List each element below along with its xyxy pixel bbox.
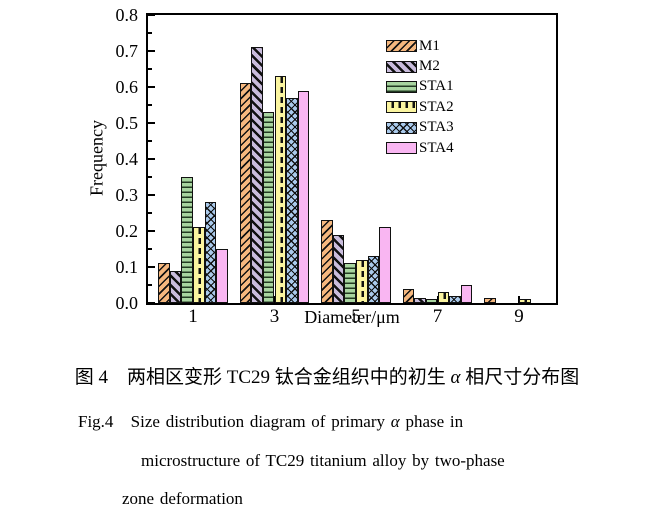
legend-entry-M2: M2	[386, 56, 454, 76]
x-axis-tick-label: 7	[432, 306, 443, 327]
y-axis-minor-tick	[148, 68, 152, 70]
y-axis-tick-label: 0.6	[115, 77, 139, 97]
caption-zh-pre: 图 4 两相区变形 TC29 钛合金组织中的初生	[74, 367, 451, 388]
y-axis-major-tick	[148, 50, 155, 52]
bar-M1-7	[402, 288, 415, 303]
legend-entry-STA3: STA3	[386, 118, 454, 138]
legend-label-STA4: STA4	[419, 139, 454, 156]
bar-STA3-1	[204, 202, 217, 303]
legend-swatch-STA4	[386, 142, 417, 155]
bar-M2-5	[332, 234, 345, 303]
caption-chinese: 图 4 两相区变形 TC29 钛合金组织中的初生 α 相尺寸分布图	[0, 362, 654, 389]
bar-M1-5	[321, 220, 333, 303]
y-axis-tick-label: 0.1	[115, 257, 139, 277]
y-axis-minor-tick	[148, 32, 152, 34]
bar-M1-3	[239, 83, 252, 303]
legend-label-STA3: STA3	[419, 119, 454, 136]
bar-STA1-1	[181, 177, 193, 303]
bar-STA3-5	[367, 256, 380, 303]
bar-STA1-7	[425, 299, 438, 303]
legend-entry-STA4: STA4	[386, 138, 454, 158]
bar-STA2-7	[437, 292, 450, 303]
y-axis-tick-label: 0.4	[115, 149, 139, 169]
bar-STA3-3	[286, 97, 298, 303]
legend-swatch-STA2	[386, 101, 417, 114]
bar-STA2-5	[356, 259, 368, 303]
y-axis-tick-label: 0.2	[115, 221, 139, 241]
caption-en1-pre: Fig.4 Size distribution diagram of prima…	[78, 412, 391, 431]
x-axis-tick-label: 1	[188, 306, 198, 327]
legend-label-M1: M1	[419, 37, 440, 54]
legend-label-STA2: STA2	[419, 98, 454, 115]
bar-M2-3	[251, 47, 263, 303]
legend-label-STA1: STA1	[419, 78, 454, 95]
y-axis-major-tick	[148, 266, 155, 268]
y-axis-tick-label: 0.0	[115, 293, 139, 313]
y-axis-major-tick	[148, 14, 155, 16]
x-axis-tick-label: 3	[269, 306, 280, 327]
legend-label-M2: M2	[419, 58, 440, 75]
y-axis-minor-tick	[148, 176, 152, 178]
y-axis-minor-tick	[148, 140, 152, 142]
bar-STA2-1	[193, 227, 205, 303]
bar-M2-1	[169, 270, 182, 303]
legend-entry-STA1: STA1	[386, 77, 454, 97]
caption-zh-post: 相尺寸分布图	[460, 367, 580, 388]
caption-en1-alpha: α	[390, 412, 400, 431]
y-axis-major-tick	[148, 158, 155, 160]
bar-STA2-3	[274, 76, 287, 303]
bar-STA3-7	[449, 295, 461, 303]
bar-STA4-5	[379, 227, 391, 303]
bar-STA1-3	[262, 112, 275, 303]
x-axis-tick-label: 9	[514, 306, 524, 327]
x-axis-title: Diameter/μm	[304, 307, 400, 327]
bar-STA1-5	[344, 263, 356, 303]
y-axis-tick-label: 0.5	[115, 113, 139, 133]
y-axis-tick-label: 0.7	[115, 41, 139, 61]
bar-STA4-3	[297, 90, 310, 303]
bar-STA2-9	[519, 299, 531, 303]
legend-swatch-M2	[386, 60, 417, 73]
legend-swatch-M1	[386, 40, 417, 53]
bar-M2-7	[414, 297, 426, 303]
y-axis-major-tick	[148, 86, 155, 88]
bar-M1-9	[484, 297, 496, 303]
bar-STA4-7	[460, 285, 473, 303]
legend-entry-M1: M1	[386, 36, 454, 56]
y-axis-major-tick	[148, 230, 155, 232]
plot-area: M1 M2 STA1 STA2 STA3 STA4	[146, 13, 558, 305]
legend: M1 M2 STA1 STA2 STA3 STA4	[386, 36, 454, 158]
y-axis-major-tick	[148, 302, 155, 304]
caption-english-line1: Fig.4 Size distribution diagram of prima…	[78, 412, 463, 432]
y-axis-minor-tick	[148, 284, 152, 286]
y-axis-minor-tick	[148, 212, 152, 214]
y-axis-major-tick	[148, 194, 155, 196]
bar-M1-1	[158, 263, 170, 303]
legend-entry-STA2: STA2	[386, 97, 454, 117]
bar-STA4-1	[216, 249, 228, 303]
y-axis-minor-tick	[148, 104, 152, 106]
legend-swatch-STA3	[386, 121, 417, 134]
y-axis-tick-label: 0.8	[115, 5, 139, 25]
y-axis-tick-label: 0.3	[115, 185, 139, 205]
y-axis-major-tick	[148, 122, 155, 124]
legend-swatch-STA1	[386, 80, 417, 93]
caption-en1-post: phase in	[399, 412, 464, 431]
x-axis-tick-label: 5	[351, 306, 361, 327]
caption-english-line3: zone deformation	[122, 489, 243, 508]
y-axis-minor-tick	[148, 248, 152, 250]
caption-english-line2: microstructure of TC29 titanium alloy by…	[141, 451, 505, 470]
caption-zh-alpha: α	[450, 367, 461, 388]
